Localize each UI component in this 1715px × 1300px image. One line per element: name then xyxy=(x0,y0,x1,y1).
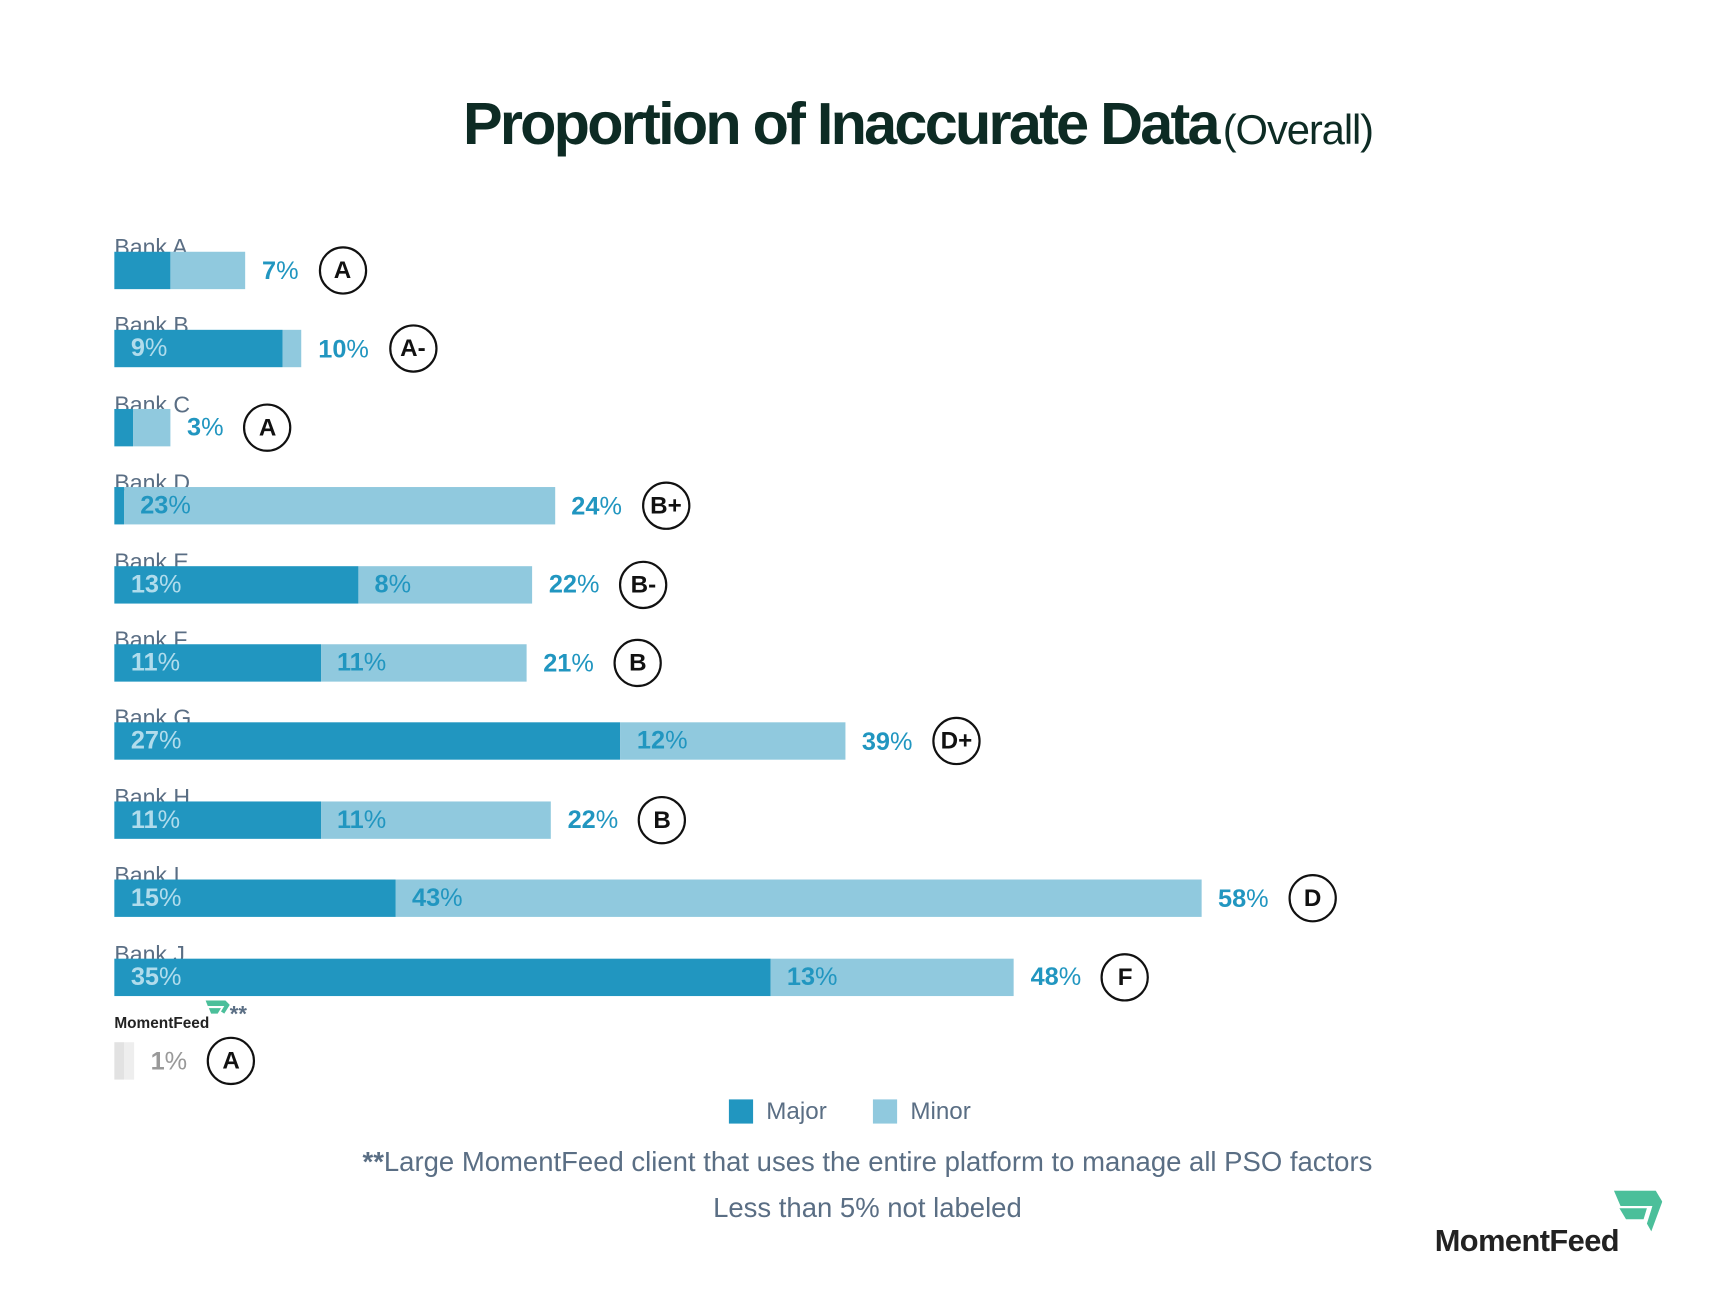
momentfeed-logo-icon xyxy=(1613,1190,1663,1232)
bar-line: 15% 43% 58% D xyxy=(114,874,1337,923)
legend: Major Minor xyxy=(728,1097,1017,1126)
bar-major: 15% xyxy=(114,879,396,918)
total-label: 48% xyxy=(1030,962,1082,991)
grade-badge: A xyxy=(318,246,367,295)
total-label: 22% xyxy=(548,569,600,599)
footnote-1: **Large MomentFeed client that uses the … xyxy=(362,1146,1373,1178)
legend-item-major: Major xyxy=(728,1097,827,1126)
grade-badge: B xyxy=(637,795,687,845)
total-label: 58% xyxy=(1218,883,1269,913)
grade-badge: B xyxy=(613,638,662,688)
bar-major: 11% xyxy=(114,644,321,682)
bar-major: 13% xyxy=(114,565,359,604)
grade-badge: D+ xyxy=(932,717,981,766)
bar-minor: 13% xyxy=(770,958,1015,996)
total-label: 3% xyxy=(187,412,224,442)
minor-label: 11% xyxy=(337,647,387,677)
major-label: 27% xyxy=(130,726,182,755)
bar-minor: 43% xyxy=(395,879,1202,918)
grade-badge: A- xyxy=(388,324,438,374)
bar-minor xyxy=(133,408,171,447)
total-label: 24% xyxy=(571,491,622,520)
title-sub: (Overall) xyxy=(1222,107,1374,154)
bar-minor xyxy=(170,251,246,290)
bar-line: 7% A xyxy=(114,246,367,295)
minor-label: 12% xyxy=(636,726,688,755)
minor-label: 11% xyxy=(337,804,387,834)
bar-line: 3% A xyxy=(114,403,292,452)
reference-name: MomentFeed xyxy=(114,1013,210,1032)
footnote-2: Less than 5% not labeled xyxy=(713,1192,1022,1224)
bar-line: 13% 8% 22% B- xyxy=(114,560,668,609)
total-label: 7% xyxy=(262,255,299,285)
bar-minor: 12% xyxy=(620,722,846,761)
grade-badge: D xyxy=(1288,874,1337,923)
momentfeed-logo-icon xyxy=(205,1000,230,1014)
minor-label: 8% xyxy=(374,569,412,598)
bar-line: 9% 10% A- xyxy=(114,324,438,374)
bar-minor xyxy=(283,330,302,368)
logo-wordmark: MomentFeed xyxy=(1434,1223,1620,1258)
major-label: 9% xyxy=(130,333,168,363)
bar-major: 9% xyxy=(114,330,284,368)
reference-grade-badge: A xyxy=(206,1036,256,1086)
major-label: 35% xyxy=(130,961,182,991)
bar-major: 35% xyxy=(114,958,771,996)
major-label: 15% xyxy=(130,883,182,912)
bar-line: 11% 11% 21% B xyxy=(114,638,662,688)
reference-bar-minor xyxy=(124,1042,135,1080)
bar-minor: 11% xyxy=(320,644,527,682)
minor-label: 13% xyxy=(786,961,838,991)
title-main: Proportion of Inaccurate Data xyxy=(462,91,1221,158)
reference-bar-line: 1% A xyxy=(114,1036,256,1086)
major-label: 11% xyxy=(130,804,181,834)
total-label: 22% xyxy=(567,805,619,834)
bar-minor: 8% xyxy=(358,565,533,604)
total-label: 10% xyxy=(318,334,369,363)
grade-badge: A xyxy=(243,403,292,452)
reference-marker: ** xyxy=(229,1002,247,1027)
reference-bar-major xyxy=(114,1042,125,1080)
momentfeed-small-logo: MomentFeed ** xyxy=(114,1000,255,1035)
total-label: 39% xyxy=(861,726,913,756)
chart-title: Proportion of Inaccurate Data (Overall) xyxy=(0,90,1715,158)
reference-row: MomentFeed ** 1% A xyxy=(114,1000,256,1086)
legend-item-minor: Minor xyxy=(872,1097,971,1126)
bar-major: 27% xyxy=(114,722,621,761)
major-label: 11% xyxy=(130,647,181,677)
bar-line: 23% 24% B+ xyxy=(114,481,691,531)
major-label: 13% xyxy=(130,569,182,598)
bar-line: 27% 12% 39% D+ xyxy=(114,717,981,766)
grade-badge: B+ xyxy=(641,481,691,531)
bar-major: 11% xyxy=(114,801,321,839)
legend-swatch-major xyxy=(728,1099,754,1124)
grade-badge: F xyxy=(1100,952,1150,1002)
grade-badge: B- xyxy=(619,560,668,609)
bar-minor: 23% xyxy=(123,487,555,525)
minor-label: 43% xyxy=(412,883,463,912)
bar-major xyxy=(114,251,171,290)
total-label: 21% xyxy=(543,648,594,677)
bar-major xyxy=(114,487,124,525)
minor-label: 23% xyxy=(140,490,191,520)
bar-line: 11% 11% 22% B xyxy=(114,795,687,845)
bar-line: 35% 13% 48% F xyxy=(114,952,1150,1002)
reference-total-label: 1% xyxy=(150,1046,188,1075)
bar-minor: 11% xyxy=(320,801,552,839)
legend-swatch-minor xyxy=(872,1099,898,1124)
bar-major xyxy=(114,408,134,447)
